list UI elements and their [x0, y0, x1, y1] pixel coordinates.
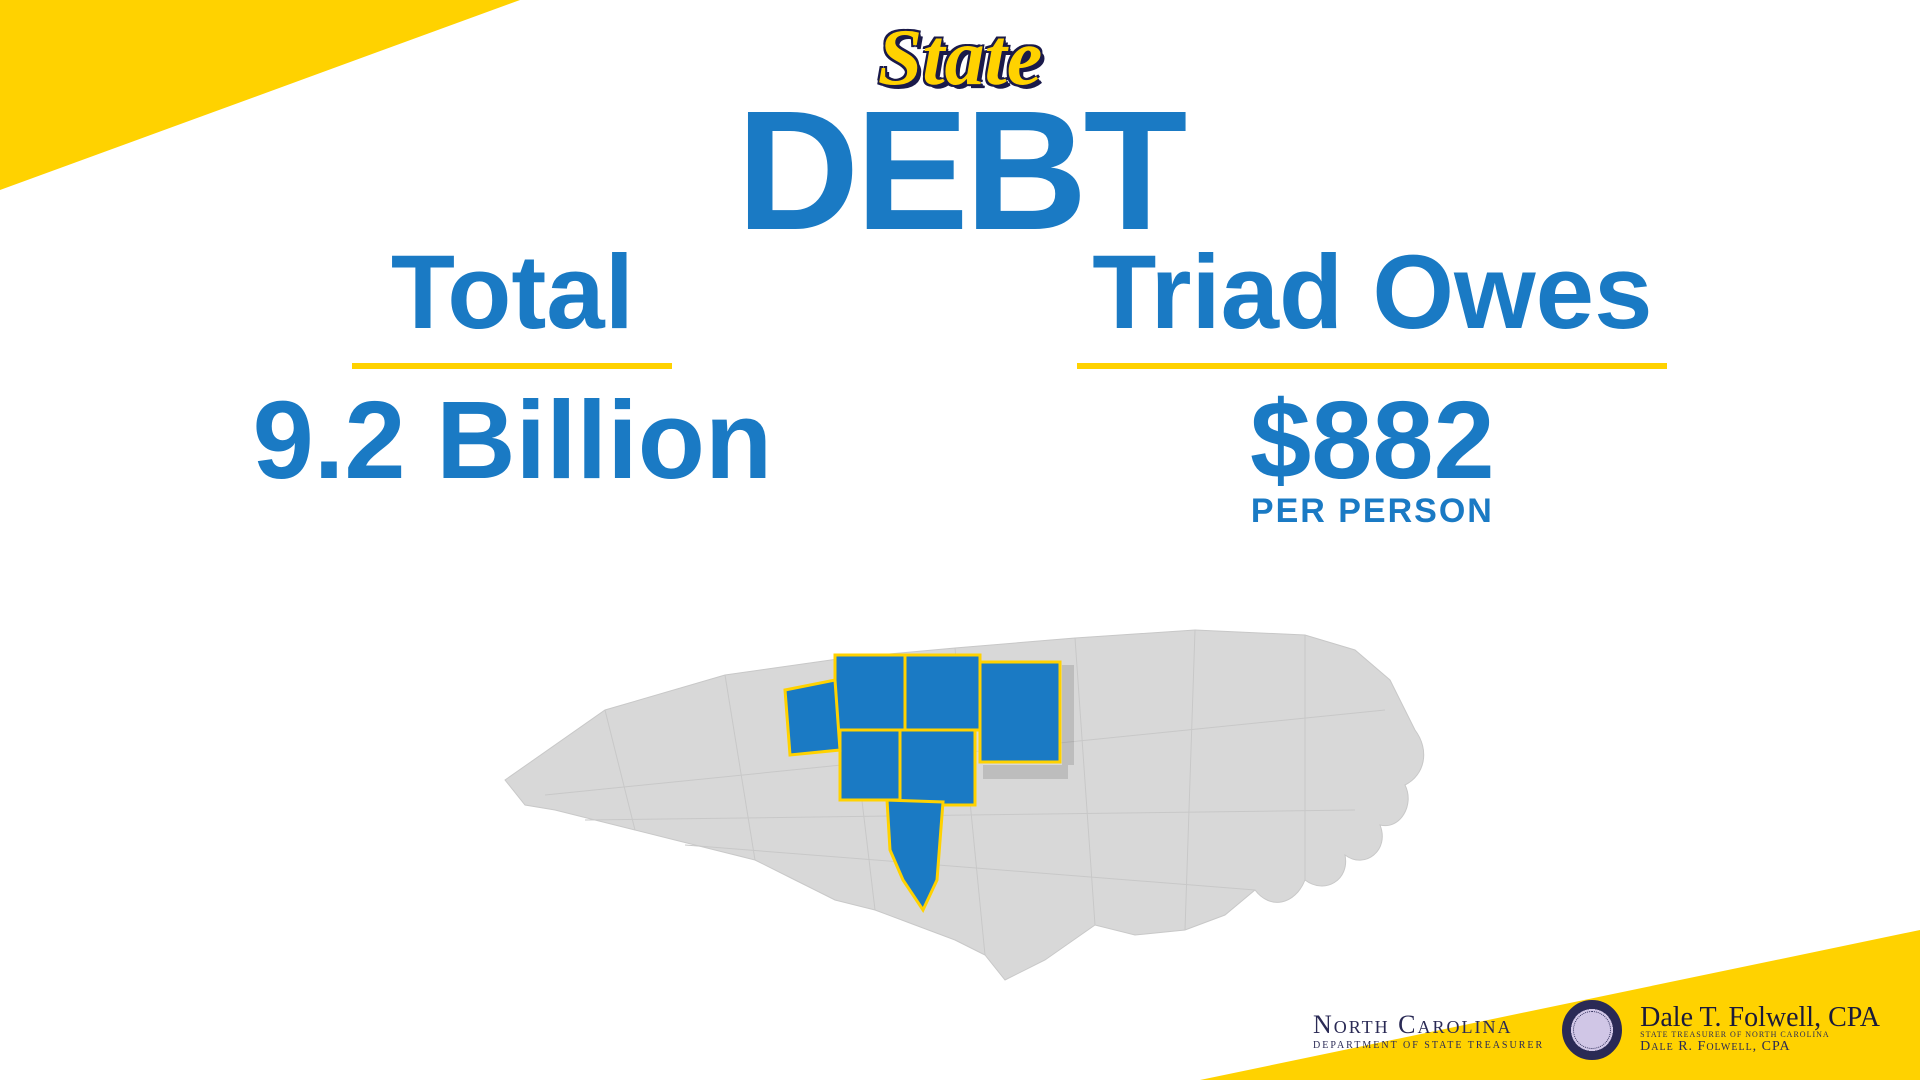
footer-org: North Carolina Department of State Treas… — [1313, 1010, 1544, 1051]
title-block: State DEBT — [737, 30, 1184, 256]
signature-script: Dale T. Folwell, CPA — [1640, 1005, 1880, 1030]
stat-total-label: Total — [253, 235, 773, 351]
footer-signature: Dale T. Folwell, CPA State Treasurer of … — [1640, 1005, 1880, 1055]
signature-name: Dale R. Folwell, CPA — [1640, 1039, 1880, 1055]
stat-triad-label: Triad Owes — [1077, 235, 1667, 351]
footer-org-line2: Department of State Treasurer — [1313, 1040, 1544, 1051]
title-main: DEBT — [737, 86, 1184, 256]
divider — [1077, 363, 1667, 369]
stat-triad-sub: PER PERSON — [1077, 492, 1667, 531]
stat-triad: Triad Owes $882 PER PERSON — [1077, 235, 1667, 531]
state-seal-icon — [1562, 1000, 1622, 1060]
divider — [352, 363, 672, 369]
corner-accent-top-left — [0, 0, 520, 190]
stat-triad-value: $882 — [1077, 383, 1667, 499]
stat-total: Total 9.2 Billion — [253, 235, 773, 531]
nc-map — [485, 580, 1435, 1005]
nc-map-svg — [485, 580, 1435, 1000]
stats-columns: Total 9.2 Billion Triad Owes $882 PER PE… — [0, 235, 1920, 531]
stat-total-value: 9.2 Billion — [253, 383, 773, 499]
footer-org-line1: North Carolina — [1313, 1010, 1544, 1040]
footer: North Carolina Department of State Treas… — [1313, 1000, 1880, 1060]
